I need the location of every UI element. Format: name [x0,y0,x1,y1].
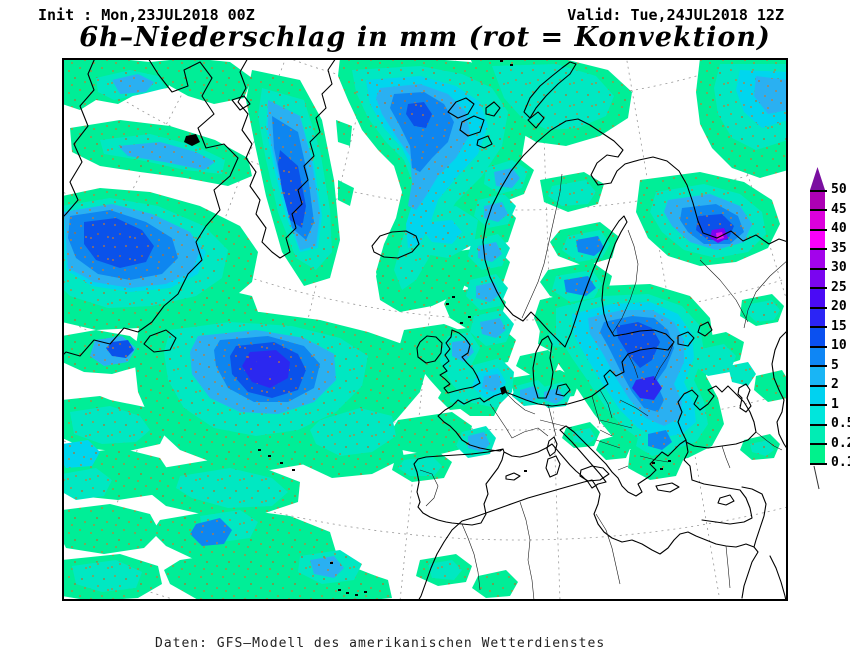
legend-segment [810,307,825,328]
legend-segment [810,287,825,308]
legend-segment [810,327,825,347]
legend-tick [810,404,827,406]
legend-segment [810,268,825,288]
legend-segment [810,366,825,386]
legend-tick [810,463,827,465]
init-time-label: Init : Mon,23JUL2018 00Z [38,6,255,24]
legend-segment [810,405,825,425]
source-attribution: Daten: GFS–Modell des amerikanischen Wet… [155,604,605,657]
legend-tick [810,248,827,250]
legend-tick-label: 2 [831,377,839,392]
legend-tick-label: 40 [831,221,847,236]
legend-color-bar [810,190,825,465]
legend-tick-label: 20 [831,299,847,314]
precipitation-heavy [68,92,744,578]
graticule-grid [64,60,786,599]
legend-arrow-icon [810,167,825,190]
legend-tick-label: 5 [831,358,839,373]
legend-segment [810,444,825,465]
legend-tick-label: 35 [831,241,847,256]
precipitation-map [62,58,788,601]
legend-tick [810,385,827,387]
legend-tick [810,307,827,309]
legend-segment [810,190,825,210]
legend-segment [810,346,825,367]
data-source-line: Daten: GFS–Modell des amerikanischen Wet… [155,636,606,651]
legend-segment [810,424,825,445]
legend-tick [810,209,827,211]
legend-tick-label: 15 [831,319,847,334]
legend-tick [810,365,827,367]
legend-segment [810,248,825,269]
legend-tick [810,346,827,348]
coastlines [64,60,786,599]
valid-time-label: Valid: Tue,24JUL2018 12Z [567,6,784,24]
legend-tick [810,443,827,445]
map-title: 6h–Niederschlag in mm (rot = Konvektion) [79,22,771,53]
legend-tick-label: 1 [831,397,839,412]
legend-tick-label: 50 [831,182,847,197]
legend-tick [810,326,827,328]
legend-tick-label: 30 [831,260,847,275]
legend-tick-label: 0.5 [831,416,850,431]
map-canvas [64,60,786,599]
legend-tick [810,287,827,289]
legend-tick-label: 0.2 [831,436,850,451]
legend-segment [810,385,825,406]
legend-tick [810,190,827,192]
legend-tick-label: 0.1 [831,455,850,470]
legend-tail-line [813,465,820,490]
legend-tick [810,229,827,231]
country-borders [419,173,786,599]
legend-segment [810,209,825,230]
legend-tick-label: 45 [831,202,847,217]
legend-tick [810,268,827,270]
legend-tick-label: 10 [831,338,847,353]
legend-tick [810,424,827,426]
legend-tick-label: 25 [831,280,847,295]
legend-segment [810,229,825,249]
